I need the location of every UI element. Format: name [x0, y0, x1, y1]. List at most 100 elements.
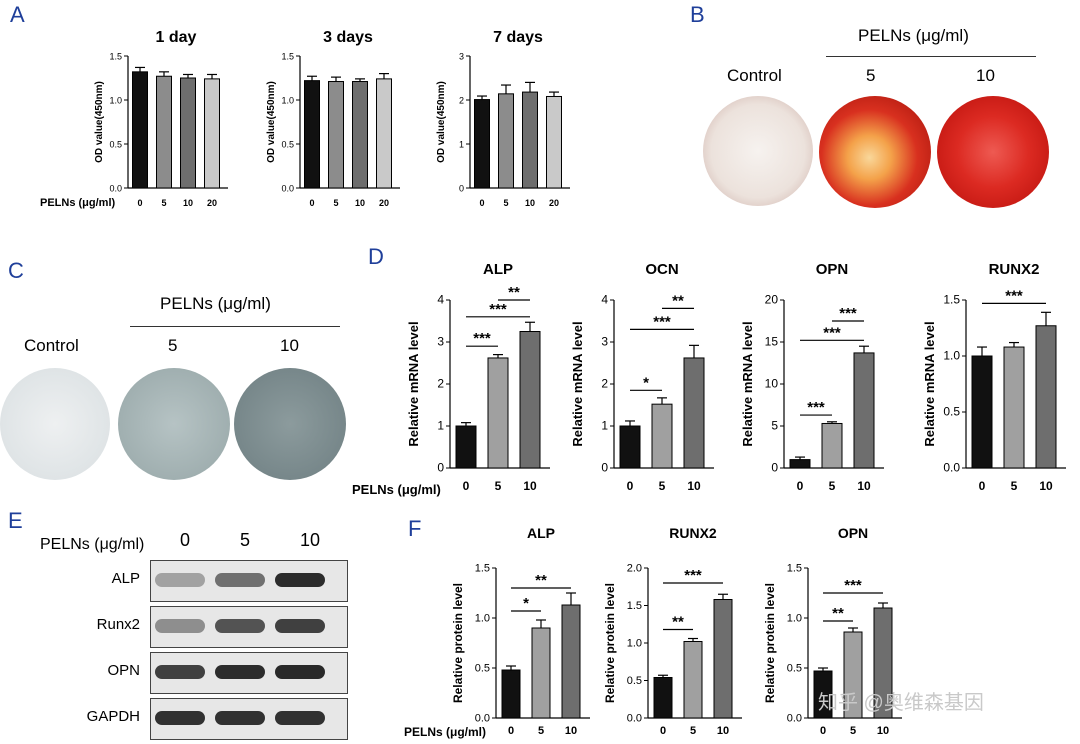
panel-a-chart-1-ytick-label: 0.0	[109, 184, 122, 194]
panel-f-chart-2-sig-label: ***	[684, 567, 702, 584]
panel-f-chart-2-ytick-label: 0.0	[627, 713, 642, 725]
panel-c-header-rule	[130, 326, 340, 327]
panel-f-chart-1-ytick-label: 1.5	[475, 563, 490, 575]
panel-a-chart-2-xtick-label: 20	[379, 198, 389, 208]
panel-d-chart-1-bar	[455, 425, 477, 469]
panel-a-chart-3-ytick-label: 1	[459, 140, 464, 150]
panel-d-chart-1-ytick-label: 3	[437, 335, 444, 349]
panel-b-header: PELNs (μg/ml)	[858, 26, 969, 45]
panel-f-chart-1-title: ALP	[527, 525, 555, 541]
panel-f-chart-1-ytick-label: 1.0	[475, 613, 490, 625]
panel-e-header-label: PELNs (μg/ml)	[40, 536, 145, 553]
panel-a-chart-1-ylabel: OD value(450nm)	[94, 81, 105, 163]
panel-label-c: C	[8, 258, 24, 283]
panel-f-chart-1-bar	[561, 604, 581, 719]
panel-f-chart-2-ytick-label: 1.5	[627, 600, 642, 612]
panel-d-chart-4-xtick-label: 0	[979, 479, 986, 493]
panel-a-chart-3-ylabel: OD value(450nm)	[436, 81, 447, 163]
panel-f-chart-2-bar	[683, 641, 703, 719]
panel-f-chart-1-xtick-label: 10	[565, 725, 577, 737]
well-control-alizarin	[703, 96, 813, 206]
panel-d-chart-4-ytick-label: 1.0	[943, 349, 960, 363]
panel-a-chart-2-ytick-label: 1.0	[281, 96, 294, 106]
panel-d-chart-3-ytick-label: 0	[771, 461, 778, 475]
panel-f-chart-1-ytick-label: 0.0	[475, 713, 490, 725]
panel-a-chart-3-bar	[546, 95, 562, 189]
panel-d-chart-3-ytick-label: 15	[765, 335, 779, 349]
panel-d-chart-1-xtick-label: 0	[463, 479, 470, 493]
panel-d-chart-2-title: OCN	[645, 261, 678, 278]
panel-e-lane-0: 0	[180, 530, 191, 550]
panel-f-x-group-label: PELNs (μg/ml)	[404, 725, 486, 739]
panel-f-chart-2-xtick-label: 10	[717, 725, 729, 737]
panel-d-chart-4-xtick-label: 5	[1011, 479, 1018, 493]
panel-d-chart-4-bar	[971, 355, 993, 469]
blot-row-label: Runx2	[96, 616, 140, 633]
panel-c-header: PELNs (μg/ml)	[160, 294, 271, 313]
panel-b-label-5: 5	[866, 66, 876, 85]
panel-a-chart-3-xtick-label: 20	[549, 198, 559, 208]
panel-a-chart-2-bar	[328, 81, 344, 189]
panel-a-chart-3-bar	[474, 99, 490, 189]
panel-d-chart-2-xtick-label: 5	[659, 479, 666, 493]
panel-f-chart-3-sig-label: **	[832, 605, 844, 622]
blot-band	[215, 573, 265, 587]
panel-c-label-5: 5	[168, 336, 178, 355]
panel-d-chart-1-xtick-label: 5	[495, 479, 502, 493]
panel-f-chart-1-sig-label: **	[535, 572, 547, 589]
panel-a-chart-3-ytick-label: 2	[459, 96, 464, 106]
panel-a-chart-2-ylabel: OD value(450nm)	[266, 81, 277, 163]
panel-a-chart-3-bar	[498, 93, 514, 189]
panel-a-chart-1-xtick-label: 5	[161, 198, 166, 208]
panel-a-chart-2-bar	[352, 81, 368, 189]
panel-f-chart-3-ylabel: Relative protein level	[763, 583, 777, 703]
panel-d-chart-2-sig-label: ***	[653, 313, 671, 330]
blot-band	[275, 619, 325, 633]
blot-band	[215, 665, 265, 679]
panel-a-chart-1-xtick-label: 10	[183, 198, 193, 208]
panel-f-chart-1-xtick-label: 0	[508, 725, 514, 737]
panel-d-chart-1-sig-label: ***	[473, 330, 491, 347]
panel-d-chart-4-ytick-label: 0.0	[943, 461, 960, 475]
panel-f-chart-2-bar	[713, 599, 733, 719]
panel-c-label-control: Control	[24, 336, 79, 355]
panel-d-chart-4-bar	[1003, 346, 1025, 469]
panel-d-chart-3-bar	[789, 459, 811, 469]
panel-a-chart-1-ytick-label: 1.0	[109, 96, 122, 106]
panel-a-chart-3-xtick-label: 10	[525, 198, 535, 208]
panel-label-e: E	[8, 508, 23, 533]
panel-d-chart-1-sig-label: ***	[489, 301, 507, 318]
panel-f-chart-3-sig-label: ***	[844, 577, 862, 594]
panel-b-label-10: 10	[976, 66, 995, 85]
panel-f-chart-2-title: RUNX2	[669, 525, 717, 541]
blot-row	[150, 560, 348, 602]
panel-d-chart-1-ytick-label: 1	[437, 419, 444, 433]
panel-d-x-group-label: PELNs (μg/ml)	[352, 482, 441, 497]
blot-row-label: ALP	[111, 570, 140, 587]
blot-band	[155, 573, 205, 587]
blot-band	[155, 711, 205, 725]
watermark: 知乎 @奥维森基因	[818, 692, 984, 714]
panel-f-chart-3-title: OPN	[838, 525, 868, 541]
panel-d-chart-2-xtick-label: 0	[627, 479, 634, 493]
panel-a-chart-2-xtick-label: 5	[333, 198, 338, 208]
panel-label-b: B	[690, 2, 705, 27]
well-5-alp	[118, 368, 230, 480]
panel-d-chart-3-ytick-label: 20	[765, 293, 779, 307]
panel-d-chart-3-sig-label: ***	[839, 305, 857, 322]
panel-d-chart-2-ytick-label: 2	[601, 377, 608, 391]
panel-a-chart-1-bar	[204, 78, 220, 189]
panel-d-chart-1-bar	[487, 357, 509, 469]
panel-b-header-rule	[826, 56, 1036, 57]
panel-d-chart-4-sig-label: ***	[1005, 287, 1023, 304]
panel-d-chart-4-bar	[1035, 325, 1057, 469]
panel-d-chart-1-bar	[519, 331, 541, 469]
panel-a-chart-3-ytick-label: 3	[459, 52, 464, 62]
panel-e-lane-10: 10	[300, 530, 321, 550]
panel-d-chart-1-ytick-label: 0	[437, 461, 444, 475]
panel-f-chart-2-ytick-label: 1.0	[627, 638, 642, 650]
panel-a-chart-1-ytick-label: 1.5	[109, 52, 122, 62]
panel-d-chart-3-bar	[821, 422, 843, 469]
panel-d-chart-2-bar	[619, 425, 641, 469]
blot-band	[215, 619, 265, 633]
